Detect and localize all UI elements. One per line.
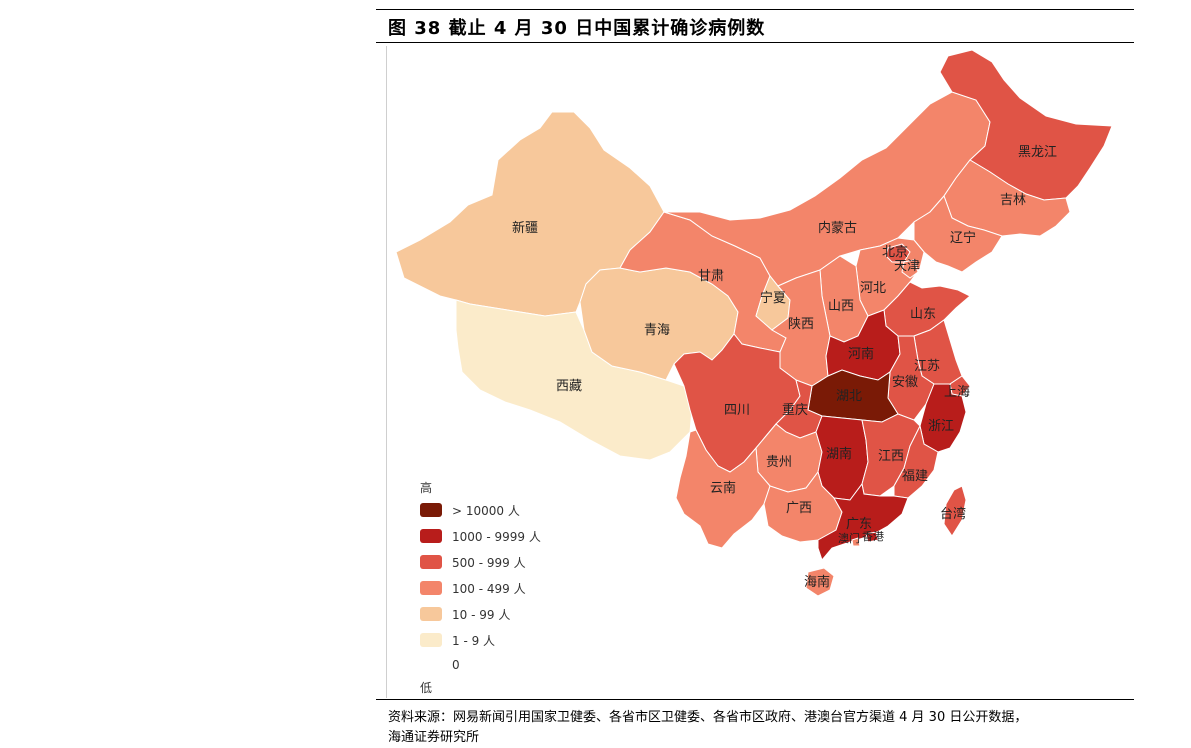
label-shandong: 山东: [910, 307, 936, 322]
label-anhui: 安徽: [892, 375, 918, 390]
source-line-2: 海通证券研究所: [388, 730, 480, 745]
china-choropleth-map: 新疆 西藏 青海 甘肃 内蒙古 黑龙江 吉林 辽宁 北京 天津 河北 山西 宁夏…: [395, 49, 1113, 695]
label-hebei: 河北: [860, 281, 886, 296]
legend-label-3: 100 - 499 人: [452, 582, 526, 596]
label-guizhou: 贵州: [766, 455, 792, 470]
label-zhejiang: 浙江: [928, 419, 954, 434]
label-taiwan: 台湾: [940, 506, 966, 522]
label-jiangxi: 江西: [878, 449, 904, 464]
label-guangxi: 广西: [786, 501, 812, 516]
label-hunan: 湖南: [826, 446, 852, 462]
province-yunnan[interactable]: [675, 429, 771, 549]
label-hainan: 海南: [804, 574, 830, 590]
label-fujian: 福建: [902, 469, 928, 484]
legend-swatch-5: [420, 633, 442, 647]
label-xianggang: 香港: [862, 530, 884, 543]
province-heilongjiang[interactable]: [939, 49, 1113, 201]
top-rule: [376, 9, 1134, 10]
label-shanxi: 山西: [828, 299, 854, 314]
legend-zero-label: 0: [452, 658, 460, 672]
label-hubei: 湖北: [836, 389, 862, 404]
label-liaoning: 辽宁: [950, 230, 976, 246]
source-note: 资料来源：网易新闻引用国家卫健委、各省市区卫健委、各省市区政府、港澳台官方渠道 …: [388, 708, 1128, 748]
province-xianggang[interactable]: [865, 531, 879, 543]
label-heilongjiang: 黑龙江: [1018, 145, 1057, 160]
province-guangdong[interactable]: [817, 482, 909, 562]
province-hainan[interactable]: [805, 567, 835, 597]
legend-label-1: 1000 - 9999 人: [452, 530, 541, 544]
label-shanghai: 上海: [944, 385, 970, 400]
label-jilin: 吉林: [1000, 193, 1026, 208]
province-anhui[interactable]: [887, 335, 935, 421]
legend-swatch-4: [420, 607, 442, 621]
label-beijing: 北京: [882, 245, 908, 260]
province-tianjin[interactable]: [901, 259, 919, 279]
legend-swatch-2: [420, 555, 442, 569]
label-sichuan: 四川: [724, 403, 750, 418]
label-ningxia: 宁夏: [760, 290, 786, 306]
legend-label-5: 1 - 9 人: [452, 634, 495, 648]
label-tianjin: 天津: [894, 259, 920, 274]
bottom-rule: [376, 699, 1134, 700]
label-chongqing: 重庆: [782, 402, 808, 418]
map-frame-left-border: [386, 46, 387, 698]
label-qinghai: 青海: [644, 323, 670, 338]
label-aomen: 澳门: [838, 531, 860, 545]
legend-low-label: 低: [420, 681, 432, 695]
label-shaanxi: 陕西: [788, 317, 814, 332]
label-jiangsu: 江苏: [914, 358, 940, 374]
label-guangdong: 广东: [846, 517, 872, 532]
label-xinjiang: 新疆: [512, 220, 538, 236]
label-yunnan: 云南: [710, 480, 736, 496]
label-xizang: 西藏: [556, 379, 582, 394]
figure-title: 图 38 截止 4 月 30 日中国累计确诊病例数: [388, 18, 766, 39]
label-neimenggu: 内蒙古: [818, 220, 857, 236]
label-henan: 河南: [848, 346, 874, 362]
legend-label-2: 500 - 999 人: [452, 556, 526, 570]
legend-swatch-1: [420, 529, 442, 543]
legend-swatch-3: [420, 581, 442, 595]
map-legend: 高 > 10000 人 1000 - 9999 人 500 - 999 人 10…: [420, 480, 541, 695]
legend-label-4: 10 - 99 人: [452, 608, 510, 622]
province-aomen[interactable]: [851, 537, 861, 547]
province-xizang[interactable]: [455, 299, 693, 461]
legend-high-label: 高: [420, 480, 432, 495]
province-taiwan[interactable]: [943, 485, 967, 537]
title-rule: [376, 42, 1134, 43]
legend-label-0: > 10000 人: [452, 504, 520, 518]
label-gansu: 甘肃: [698, 269, 724, 284]
source-line-1: 资料来源：网易新闻引用国家卫健委、各省市区卫健委、各省市区政府、港澳台官方渠道 …: [388, 710, 1028, 725]
legend-swatch-0: [420, 503, 442, 517]
